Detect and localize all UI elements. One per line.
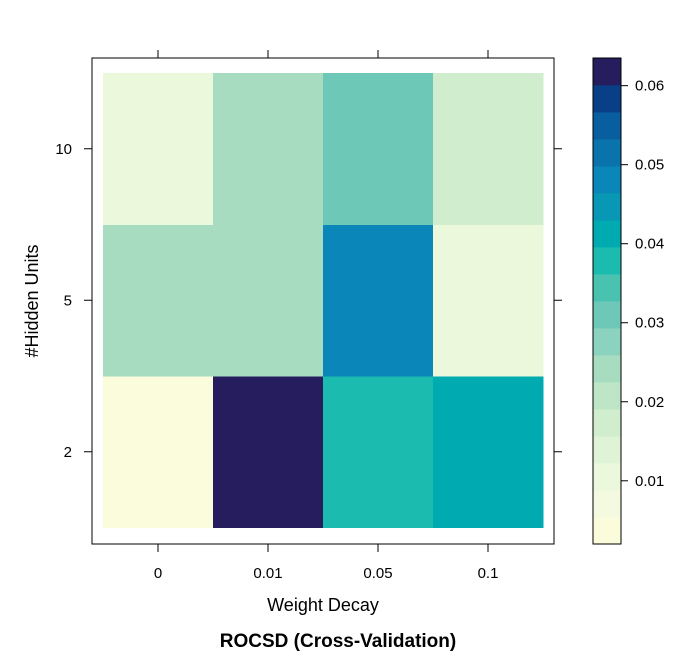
colorbar-bin (593, 328, 621, 356)
heatmap-cell (433, 376, 544, 528)
heatmap-cell (103, 376, 214, 528)
heatmap-cell (323, 73, 434, 225)
x-tick-label: 0 (154, 565, 162, 582)
y-tick-label: 2 (64, 444, 72, 461)
colorbar-tick-label: 0.05 (635, 157, 664, 174)
colorbar-bin (593, 58, 621, 86)
heatmap-cell (323, 376, 434, 528)
heatmap-cell (213, 224, 324, 377)
colorbar-bin (593, 490, 621, 518)
y-tick-label: 5 (64, 292, 72, 309)
heatmap-cell (103, 73, 214, 225)
colorbar-frame (592, 57, 622, 545)
colorbar-bin (593, 193, 621, 221)
colorbar-bin (593, 301, 621, 329)
colorbar-tick-label: 0.04 (635, 236, 664, 253)
colorbar-bin (593, 274, 621, 302)
heatmap-cell (433, 224, 544, 377)
colorbar-tick-label: 0.06 (635, 78, 664, 95)
colorbar (593, 58, 621, 545)
y-tick-label: 10 (55, 141, 72, 158)
x-tick-label: 0.1 (478, 565, 499, 582)
heatmap-cell (433, 73, 544, 225)
colorbar-ticks: 0.01 0.02 0.03 0.04 0.05 0.06 (621, 78, 664, 490)
colorbar-bin (593, 517, 621, 545)
x-tick-labels: 0 0.01 0.05 0.1 (154, 565, 499, 582)
colorbar-bin (593, 220, 621, 248)
colorbar-bin (593, 463, 621, 491)
colorbar-bin (593, 409, 621, 437)
colorbar-bin (593, 85, 621, 113)
x-tick-label: 0.01 (253, 565, 282, 582)
heatmap-cell (323, 224, 434, 377)
axis-ticks (84, 50, 562, 552)
colorbar-bin (593, 139, 621, 167)
heatmap-cell (213, 73, 324, 225)
colorbar-bin (593, 382, 621, 410)
colorbar-bin (593, 247, 621, 275)
colorbar-bin (593, 436, 621, 464)
x-axis-label: Weight Decay (267, 595, 379, 615)
heatmap-cell (213, 376, 324, 528)
colorbar-tick-label: 0.01 (635, 473, 664, 490)
y-tick-labels: 2 5 10 (55, 141, 72, 461)
chart-title: ROCSD (Cross-Validation) (220, 631, 456, 652)
colorbar-bin (593, 112, 621, 140)
x-tick-label: 0.05 (363, 565, 392, 582)
plot-panel-frame (91, 57, 555, 545)
heatmap-cells (103, 73, 544, 528)
heatmap-cell (103, 224, 214, 377)
colorbar-tick-label: 0.02 (635, 394, 664, 411)
colorbar-bin (593, 355, 621, 383)
colorbar-tick-label: 0.03 (635, 315, 664, 332)
colorbar-bin (593, 166, 621, 194)
y-axis-label: #Hidden Units (22, 244, 42, 357)
